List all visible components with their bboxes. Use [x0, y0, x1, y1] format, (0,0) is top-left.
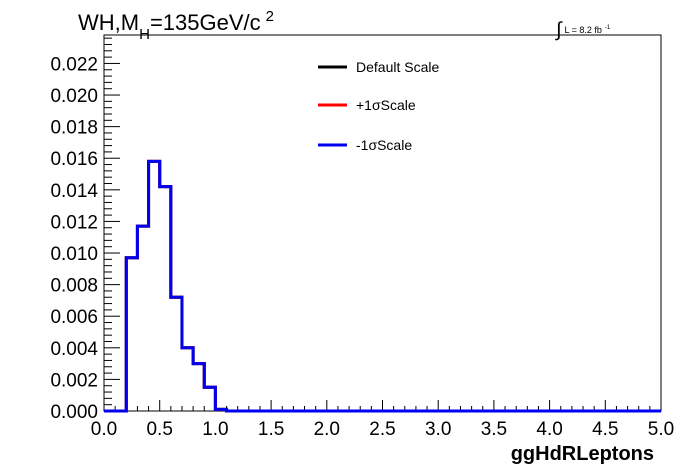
title-main: WH,M — [78, 10, 139, 35]
x-tick-label: 4.0 — [536, 419, 562, 440]
y-tick-label: 0.000 — [50, 402, 98, 423]
x-tick-label: 2.5 — [369, 419, 395, 440]
title-rest: =135GeV/c — [150, 10, 261, 35]
y-tick-label: 0.020 — [50, 86, 98, 107]
x-tick-label: 4.5 — [592, 419, 618, 440]
lumi-label: ∫ L = 8.2 fb -1 — [555, 19, 611, 41]
lumi-text: L = 8.2 fb — [564, 25, 601, 35]
series-layer — [104, 159, 661, 413]
y-tick-label: 0.008 — [50, 276, 98, 297]
integral-symbol: ∫ — [555, 19, 563, 41]
legend-label-0: Default Scale — [356, 59, 439, 75]
y-tick-label: 0.002 — [50, 370, 98, 391]
y-tick-label: 0.010 — [50, 244, 98, 265]
title-superscript: 2 — [266, 8, 274, 25]
y-tick-label: 0.006 — [50, 307, 98, 328]
x-axis-tick-labels: 0.0 0.5 1.0 1.5 2.0 2.5 3.0 3.5 4.0 4.5 5.0 — [91, 419, 674, 440]
x-tick-label: 1.5 — [258, 419, 284, 440]
x-tick-label: 2.0 — [314, 419, 340, 440]
y-tick-label: 0.022 — [50, 54, 98, 75]
x-axis-label: ggHdRLeptons — [511, 443, 654, 465]
title-subscript: H — [139, 26, 150, 43]
series-line-2 — [104, 159, 661, 413]
plot-title: WH,MH=135GeV/c 2 — [78, 8, 274, 43]
lumi-superscript: -1 — [605, 25, 611, 31]
x-tick-label: 1.0 — [202, 419, 228, 440]
legend-label-2: -1σScale — [356, 137, 412, 153]
y-axis-tick-labels: 0.000 0.002 0.004 0.006 0.008 0.010 0.012 0.014… — [50, 54, 98, 423]
y-tick-label: 0.014 — [50, 181, 98, 202]
y-tick-label: 0.018 — [50, 118, 98, 139]
x-tick-label: 3.0 — [425, 419, 451, 440]
legend: Default Scale +1σScale -1σScale — [318, 59, 439, 153]
legend-label-1: +1σScale — [356, 97, 416, 113]
x-tick-label: 5.0 — [648, 419, 674, 440]
y-tick-label: 0.004 — [50, 339, 98, 360]
x-tick-label: 0.0 — [91, 419, 117, 440]
x-tick-label: 3.5 — [481, 419, 507, 440]
plot-frame — [103, 34, 662, 412]
y-axis-ticks — [104, 37, 120, 412]
y-tick-label: 0.016 — [50, 149, 98, 170]
y-tick-label: 0.012 — [50, 212, 98, 233]
x-tick-label: 0.5 — [146, 419, 172, 440]
